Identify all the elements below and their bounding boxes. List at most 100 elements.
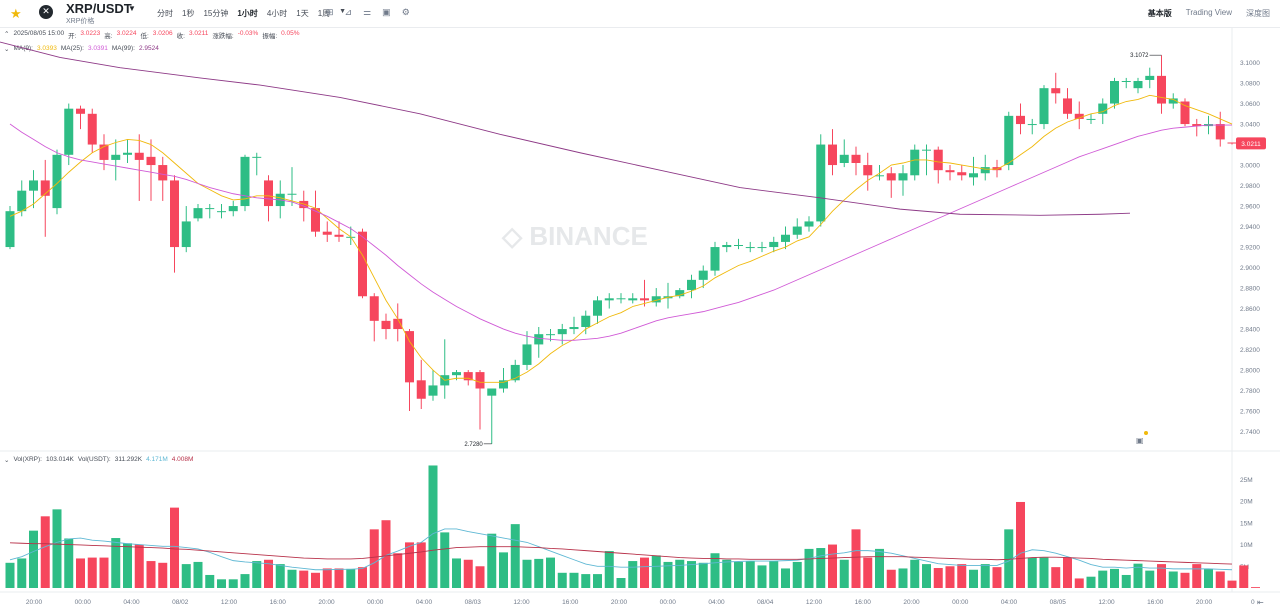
volume-bar — [769, 561, 779, 588]
time-tick-label: 0 — [1251, 599, 1255, 606]
volume-bar — [1168, 571, 1178, 588]
interval-tab[interactable]: 1秒 — [182, 9, 195, 18]
view-depth-tab[interactable]: 深度图 — [1246, 9, 1270, 18]
interval-tab[interactable]: 1周 — [317, 9, 331, 18]
volume-bar — [628, 561, 638, 588]
candle-body — [828, 144, 837, 166]
candle-body — [640, 298, 649, 301]
price-tick-label: 2.9000 — [1240, 265, 1260, 272]
volume-bar — [205, 574, 215, 588]
amplitude-label: 振幅: — [262, 33, 278, 40]
candle-body — [804, 221, 814, 227]
time-tick-label: 12:00 — [806, 599, 823, 606]
volume-bar — [804, 548, 814, 588]
price-tick-label: 2.8800 — [1240, 286, 1260, 293]
interval-tab[interactable]: 4小时 — [266, 9, 288, 18]
ma25-value: 3.0391 — [87, 45, 108, 52]
indicators-icon[interactable]: ⊿ — [344, 7, 353, 17]
volume-bar — [875, 548, 884, 588]
gear-icon[interactable]: ⚙ — [401, 7, 410, 17]
favorite-star-icon[interactable]: ★ — [10, 6, 22, 21]
volume-bar — [922, 564, 931, 588]
volume-bar — [158, 562, 168, 588]
collapse-chevron-icon[interactable]: ⌄ — [4, 457, 10, 464]
candle-body — [1098, 103, 1108, 114]
candle-body — [1133, 81, 1143, 89]
candle-body — [781, 234, 790, 242]
candle-body — [264, 180, 273, 207]
candle-body — [1157, 75, 1166, 104]
time-tick-label: 00:00 — [952, 599, 969, 606]
candle-body — [522, 344, 532, 365]
pair-title[interactable]: XRP/USDT — [66, 1, 132, 16]
candle-body — [17, 190, 27, 212]
collapse-chevron-icon[interactable]: ⌄ — [4, 46, 10, 53]
interval-tab[interactable]: 1天 — [296, 9, 309, 18]
volume-bar — [1110, 568, 1119, 588]
volume-bar — [698, 562, 708, 588]
volume-bar — [287, 569, 297, 588]
volume-ma1-line — [9, 528, 1233, 571]
ma25-label: MA(25): — [60, 45, 84, 52]
volume-bar — [593, 574, 602, 588]
volume-bar — [510, 524, 520, 588]
volume-bar — [393, 553, 403, 588]
volume-bar — [1204, 568, 1213, 588]
time-tick-label: 08/02 — [172, 599, 189, 606]
volume-ma2-line — [9, 542, 1233, 565]
view-tradingview-tab[interactable]: Trading View — [1185, 8, 1232, 17]
volume-bar — [1227, 580, 1237, 588]
price-tick-label: 2.9600 — [1240, 204, 1260, 211]
view-basic-tab[interactable]: 基本版 — [1147, 9, 1172, 18]
candle-body — [769, 241, 779, 248]
candle-body — [40, 180, 50, 196]
candle-body — [1180, 101, 1190, 125]
volume-bar — [146, 561, 156, 588]
ohlc-date: 2025/08/05 15:00 — [13, 30, 65, 37]
candle-body — [1016, 115, 1025, 125]
candle-body — [416, 380, 426, 399]
low-value: 3.0206 — [152, 30, 173, 37]
volume-bar — [369, 529, 379, 588]
interval-tab-active[interactable]: 1小时 — [237, 9, 258, 18]
candle-body — [1086, 118, 1096, 120]
collapse-chevron-icon[interactable]: ⌃ — [4, 31, 10, 38]
screenshot-icon[interactable]: ▣ — [382, 7, 391, 17]
candle-type-icon[interactable]: ⊞ — [326, 7, 334, 17]
price-tick-label: 2.8000 — [1240, 368, 1260, 375]
volume-bar — [381, 520, 391, 588]
volume-bar — [17, 558, 27, 588]
pair-dropdown-icon[interactable]: ▼ — [128, 4, 136, 13]
chart-settings-icon[interactable]: ⚌ — [363, 7, 372, 17]
volume-bar — [734, 561, 743, 588]
close-value: 3.0211 — [188, 30, 209, 37]
time-tick-label: 08/03 — [465, 599, 482, 606]
candle-body — [1063, 98, 1072, 114]
volume-bar — [863, 557, 873, 588]
candle-body — [205, 208, 215, 210]
volume-bar — [416, 542, 426, 588]
candle-body — [322, 231, 332, 235]
candle-body — [52, 154, 62, 209]
interval-more-icon[interactable]: ▼ — [339, 8, 347, 15]
candle-body — [1227, 142, 1237, 144]
alert-icon: ▣ — [1136, 436, 1144, 445]
time-tick-label: 04:00 — [416, 599, 433, 606]
pair-subtitle[interactable]: XRP价格 — [66, 18, 95, 25]
volume-bar — [675, 559, 685, 588]
close-label: 收: — [176, 33, 185, 40]
candle-body — [628, 298, 638, 301]
ma99-line — [0, 41, 1131, 216]
volume-bar — [1121, 574, 1131, 588]
volume-bar — [1145, 570, 1155, 588]
candle-body — [839, 154, 849, 163]
view-switcher: 基本版 Trading View 深度图 — [1134, 8, 1270, 19]
volume-bar — [710, 553, 720, 588]
interval-tab[interactable]: 分时 — [157, 9, 173, 18]
interval-tab[interactable]: 15分钟 — [203, 9, 229, 18]
time-tick-label: 16:00 — [270, 599, 287, 606]
candle-body — [181, 221, 191, 248]
volume-bar — [76, 558, 85, 588]
volume-bar — [745, 561, 755, 588]
